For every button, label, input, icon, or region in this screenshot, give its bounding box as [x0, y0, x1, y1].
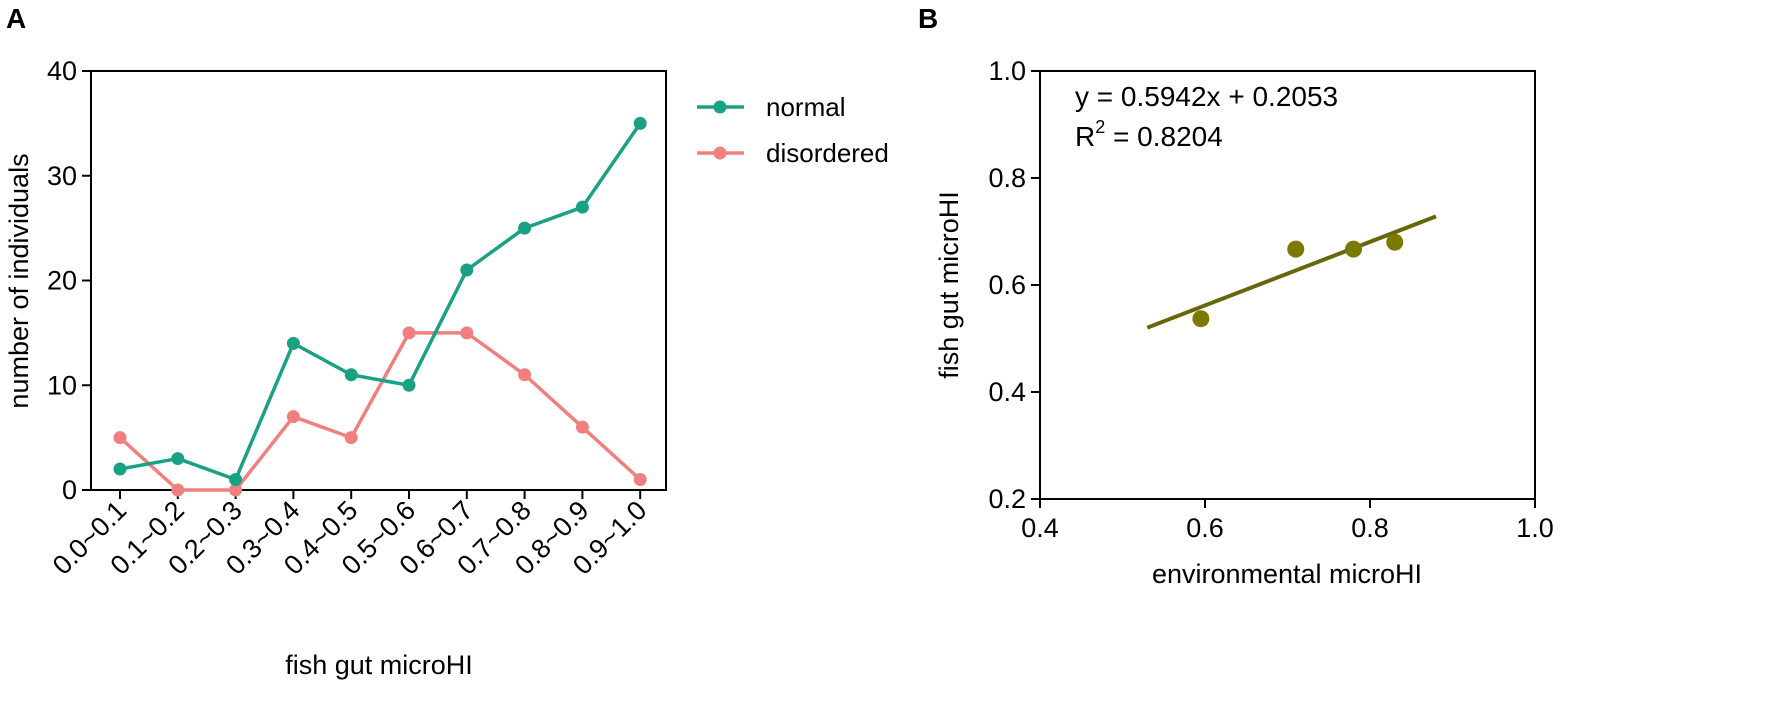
regression-line — [1146, 214, 1437, 330]
panel-a-y-tick-label: 0 — [62, 475, 77, 505]
series-disordered-point — [575, 420, 589, 434]
r2-prefix: R — [1075, 121, 1095, 152]
series-disordered-line — [118, 331, 642, 492]
panel-b-y-tick-label: 1.0 — [988, 56, 1026, 86]
series-normal-point — [402, 378, 416, 392]
scatter-point — [1386, 233, 1404, 251]
series-disordered-point — [402, 326, 416, 340]
panel-a-y-tick-label: 20 — [47, 266, 77, 296]
series-disordered-point — [229, 483, 243, 497]
panel-b-x-axis-title: environmental microHI — [1152, 559, 1422, 589]
scatter-point — [1192, 310, 1210, 328]
panel-b-x-tick-label: 0.8 — [1351, 513, 1389, 543]
panel-b-y-tick-label: 0.2 — [988, 484, 1026, 514]
series-normal-point — [229, 473, 243, 487]
r2-superscript: 2 — [1095, 117, 1105, 137]
panel-a-legend: normal disordered — [697, 92, 889, 168]
series-normal-point — [113, 462, 127, 476]
panel-a-y-axis-title: number of individuals — [4, 153, 34, 408]
legend-disordered-marker — [713, 146, 727, 160]
series-disordered-point — [344, 431, 358, 445]
series-normal-line — [119, 122, 642, 482]
panel-b-y-tick-label: 0.4 — [988, 377, 1026, 407]
panel-a-axes: 0102030400.0~0.10.1~0.20.2~0.30.3~0.40.4… — [47, 56, 667, 580]
series-normal-point — [286, 336, 300, 350]
series-disordered-point — [113, 431, 127, 445]
panel-b-equation: y = 0.5942x + 0.2053 — [1075, 81, 1338, 112]
series-normal-point — [171, 452, 185, 466]
legend-disordered-label: disordered — [766, 138, 889, 168]
series-disordered-point — [633, 473, 647, 487]
panel-b: B fish gut microHI environmental microHI… — [918, 3, 1554, 589]
panel-b-r-squared: R2 = 0.8204 — [1075, 117, 1223, 152]
legend-normal-label: normal — [766, 92, 845, 122]
panel-b-y-tick-label: 0.8 — [988, 163, 1026, 193]
series-normal — [113, 116, 647, 487]
series-disordered — [113, 326, 647, 497]
series-disordered-point — [286, 410, 300, 424]
series-disordered-point — [171, 483, 185, 497]
panel-a-x-axis-title: fish gut microHI — [285, 650, 473, 680]
panel-a-y-tick-label: 30 — [47, 161, 77, 191]
panel-b-y-axis-title: fish gut microHI — [934, 191, 964, 379]
panel-b-axes: 0.20.40.60.81.00.4 0.6 0.8 1.0 — [988, 56, 1553, 543]
panel-a: A number of individuals fish gut microHI… — [4, 3, 889, 680]
panel-b-x-tick-label: 0.4 — [1021, 513, 1059, 543]
panel-a-y-tick-label: 10 — [47, 370, 77, 400]
legend-entry-normal: normal — [697, 92, 845, 122]
panel-a-series — [113, 116, 647, 497]
series-normal-point — [633, 116, 647, 130]
series-disordered-point — [460, 326, 474, 340]
scatter-point — [1345, 240, 1362, 258]
panel-b-plot — [1146, 214, 1437, 330]
legend-entry-disordered: disordered — [697, 138, 889, 168]
panel-b-x-tick-label: 0.6 — [1186, 513, 1224, 543]
panel-b-label: B — [918, 3, 938, 34]
panel-b-x-tick-label: 1.0 — [1516, 513, 1554, 543]
series-disordered-point — [518, 368, 532, 382]
scatter-point — [1287, 240, 1305, 258]
series-normal-point — [518, 221, 532, 235]
series-normal-point — [344, 368, 358, 382]
series-normal-point — [460, 263, 474, 277]
r2-suffix: = 0.8204 — [1105, 121, 1223, 152]
series-normal-point — [575, 200, 589, 214]
panel-a-label: A — [6, 3, 26, 34]
panel-b-y-tick-label: 0.6 — [988, 270, 1026, 300]
legend-normal-marker — [713, 100, 727, 114]
panel-a-y-tick-label: 40 — [47, 56, 77, 86]
